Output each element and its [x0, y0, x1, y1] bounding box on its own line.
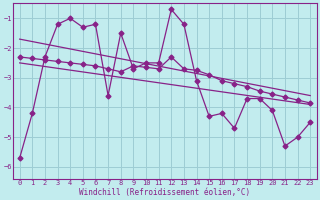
X-axis label: Windchill (Refroidissement éolien,°C): Windchill (Refroidissement éolien,°C) — [79, 188, 251, 197]
